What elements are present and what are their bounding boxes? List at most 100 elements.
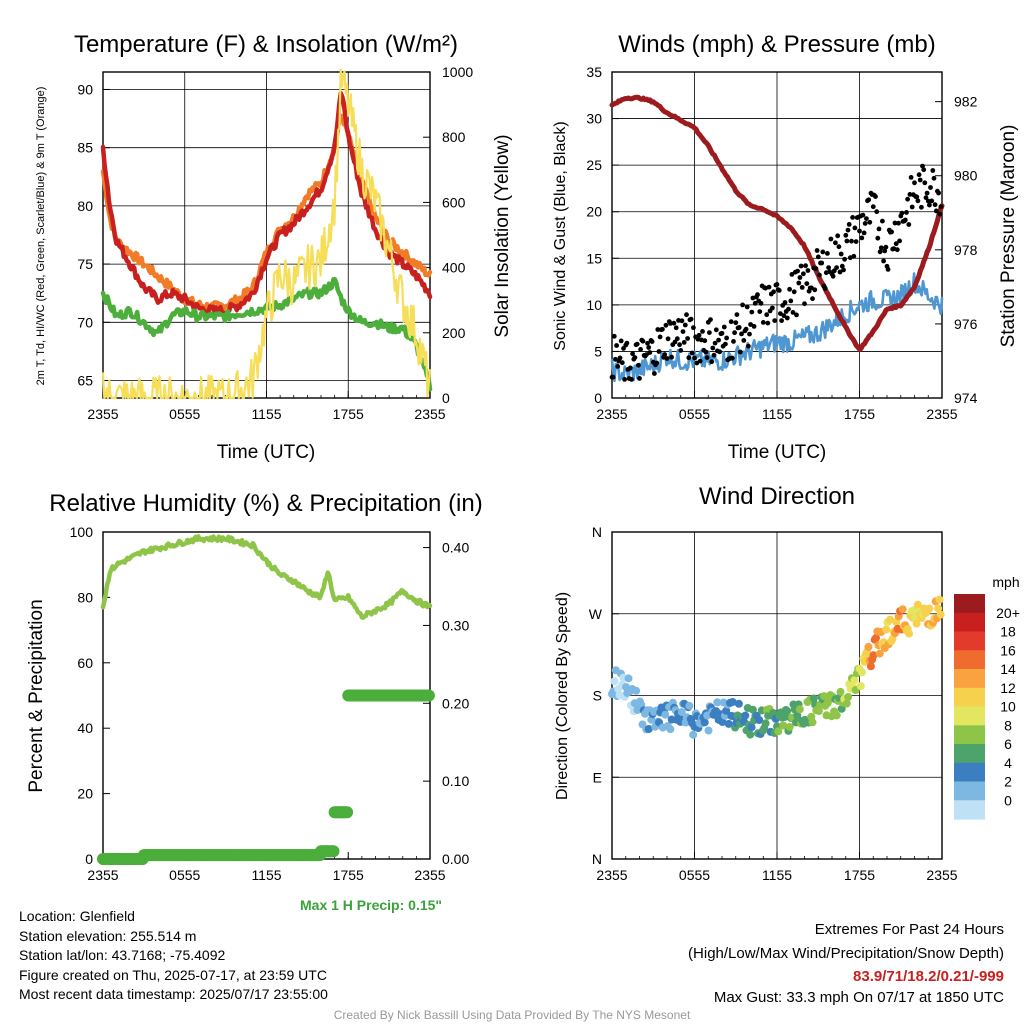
humidity-line xyxy=(100,534,433,620)
direction-point xyxy=(872,633,880,642)
gust-point xyxy=(679,318,685,324)
gust-point xyxy=(743,326,749,332)
y2-tick-label: 0 xyxy=(442,390,450,406)
gust-point xyxy=(638,347,643,352)
gust-point xyxy=(929,198,935,204)
gust-point xyxy=(912,180,917,186)
gust-point xyxy=(925,198,931,204)
max-precip-label: Max 1 H Precip: 0.15" xyxy=(300,897,443,913)
gust-point xyxy=(927,202,932,208)
gust-point xyxy=(689,350,695,356)
gust-point xyxy=(857,228,862,234)
x-tick-label: 2355 xyxy=(596,867,627,883)
gust-point xyxy=(732,330,737,336)
wind-direction-y-label: Direction (Colored By Speed) xyxy=(554,592,571,800)
gust-point xyxy=(875,235,881,241)
y2-tick-label: 974 xyxy=(954,390,978,406)
gust-point xyxy=(853,239,859,245)
gust-point xyxy=(652,371,657,376)
gust-point xyxy=(817,272,822,278)
gust-point xyxy=(906,222,912,227)
gust-point xyxy=(682,322,688,328)
y-tick-label: 0 xyxy=(594,390,602,406)
x-tick-label: 1155 xyxy=(762,406,792,422)
gust-point xyxy=(770,305,775,311)
gust-point xyxy=(630,351,635,357)
gust-point xyxy=(810,296,815,302)
gust-point xyxy=(842,256,847,262)
colorbar-swatch xyxy=(954,594,985,614)
gust-point xyxy=(716,337,721,343)
gust-point xyxy=(622,377,627,382)
gust-point xyxy=(885,267,891,272)
gust-point xyxy=(798,263,804,269)
gust-point xyxy=(904,210,909,215)
y-tick-label: 65 xyxy=(77,373,93,389)
gust-point xyxy=(864,216,869,222)
x-tick-label: 1755 xyxy=(333,867,364,883)
gust-point xyxy=(892,220,898,226)
direction-point xyxy=(864,642,873,651)
station-info: Location: Glenfield Station elevation: 2… xyxy=(19,907,328,1005)
direction-point xyxy=(905,629,913,638)
y-tick-label: 80 xyxy=(77,589,93,605)
gust-point xyxy=(852,225,858,231)
gust-point xyxy=(846,222,852,227)
direction-point xyxy=(780,713,789,721)
precip-point xyxy=(327,845,340,858)
y2-tick-label: 976 xyxy=(954,316,978,332)
precip-point xyxy=(422,689,435,702)
colorbar-label: 20+ xyxy=(996,605,1020,621)
gust-point xyxy=(928,185,933,190)
gust-point xyxy=(731,339,736,344)
gust-point xyxy=(905,196,910,202)
direction-point xyxy=(836,687,845,696)
gust-point xyxy=(836,244,842,250)
temperature-y-label: 2m T, Td, HI/WC (Red, Green, Scarlet/Blu… xyxy=(35,87,47,386)
colorbar-label: 10 xyxy=(1000,699,1016,715)
gust-point xyxy=(830,273,836,279)
gust-point xyxy=(704,355,710,360)
y2-tick-label: 800 xyxy=(442,129,466,145)
colorbar-swatch xyxy=(954,762,985,783)
gust-point xyxy=(822,286,828,291)
gust-point xyxy=(655,327,661,332)
colorbar-label: 16 xyxy=(1000,642,1016,658)
gust-point xyxy=(794,312,799,318)
gust-point xyxy=(656,349,662,354)
winds-x-label: Time (UTC) xyxy=(728,442,827,463)
y2-tick-label: 200 xyxy=(442,325,466,341)
gust-point xyxy=(645,340,650,346)
x-tick-label: 1155 xyxy=(251,406,281,422)
gust-point xyxy=(674,336,680,342)
x-tick-label: 2355 xyxy=(926,406,957,422)
gust-point xyxy=(870,204,876,210)
gust-point xyxy=(804,281,810,286)
gust-point xyxy=(919,204,924,210)
gust-point xyxy=(758,300,764,306)
gust-point xyxy=(866,197,872,203)
gust-point xyxy=(617,355,623,361)
gust-point xyxy=(867,219,873,225)
y-tick-label: 15 xyxy=(586,250,602,266)
gust-point xyxy=(744,304,750,310)
x-tick-label: 2355 xyxy=(414,406,445,422)
y2-tick-label: 1000 xyxy=(442,64,473,80)
gust-point xyxy=(787,286,792,292)
gust-point xyxy=(815,254,821,260)
gust-point xyxy=(755,292,760,298)
gust-point xyxy=(897,238,902,244)
wind-direction-panel-title: Wind Direction xyxy=(699,483,855,510)
gust-point xyxy=(914,194,920,200)
gust-point xyxy=(614,343,619,348)
extremes-info: Extremes For Past 24 Hours (High/Low/Max… xyxy=(688,918,1004,1008)
y2-tick-label: 980 xyxy=(954,168,978,184)
gust-point xyxy=(834,265,839,270)
figure-created: Figure created on Thu, 2025-07-17, at 23… xyxy=(19,966,327,983)
gust-point xyxy=(883,244,889,250)
direction-point xyxy=(728,698,737,706)
gust-point xyxy=(889,229,894,235)
temperature-panel-title: Temperature (F) & Insolation (W/m²) xyxy=(74,31,458,58)
x-tick-label: 1755 xyxy=(333,406,364,422)
x-tick-label: 1155 xyxy=(251,867,281,883)
